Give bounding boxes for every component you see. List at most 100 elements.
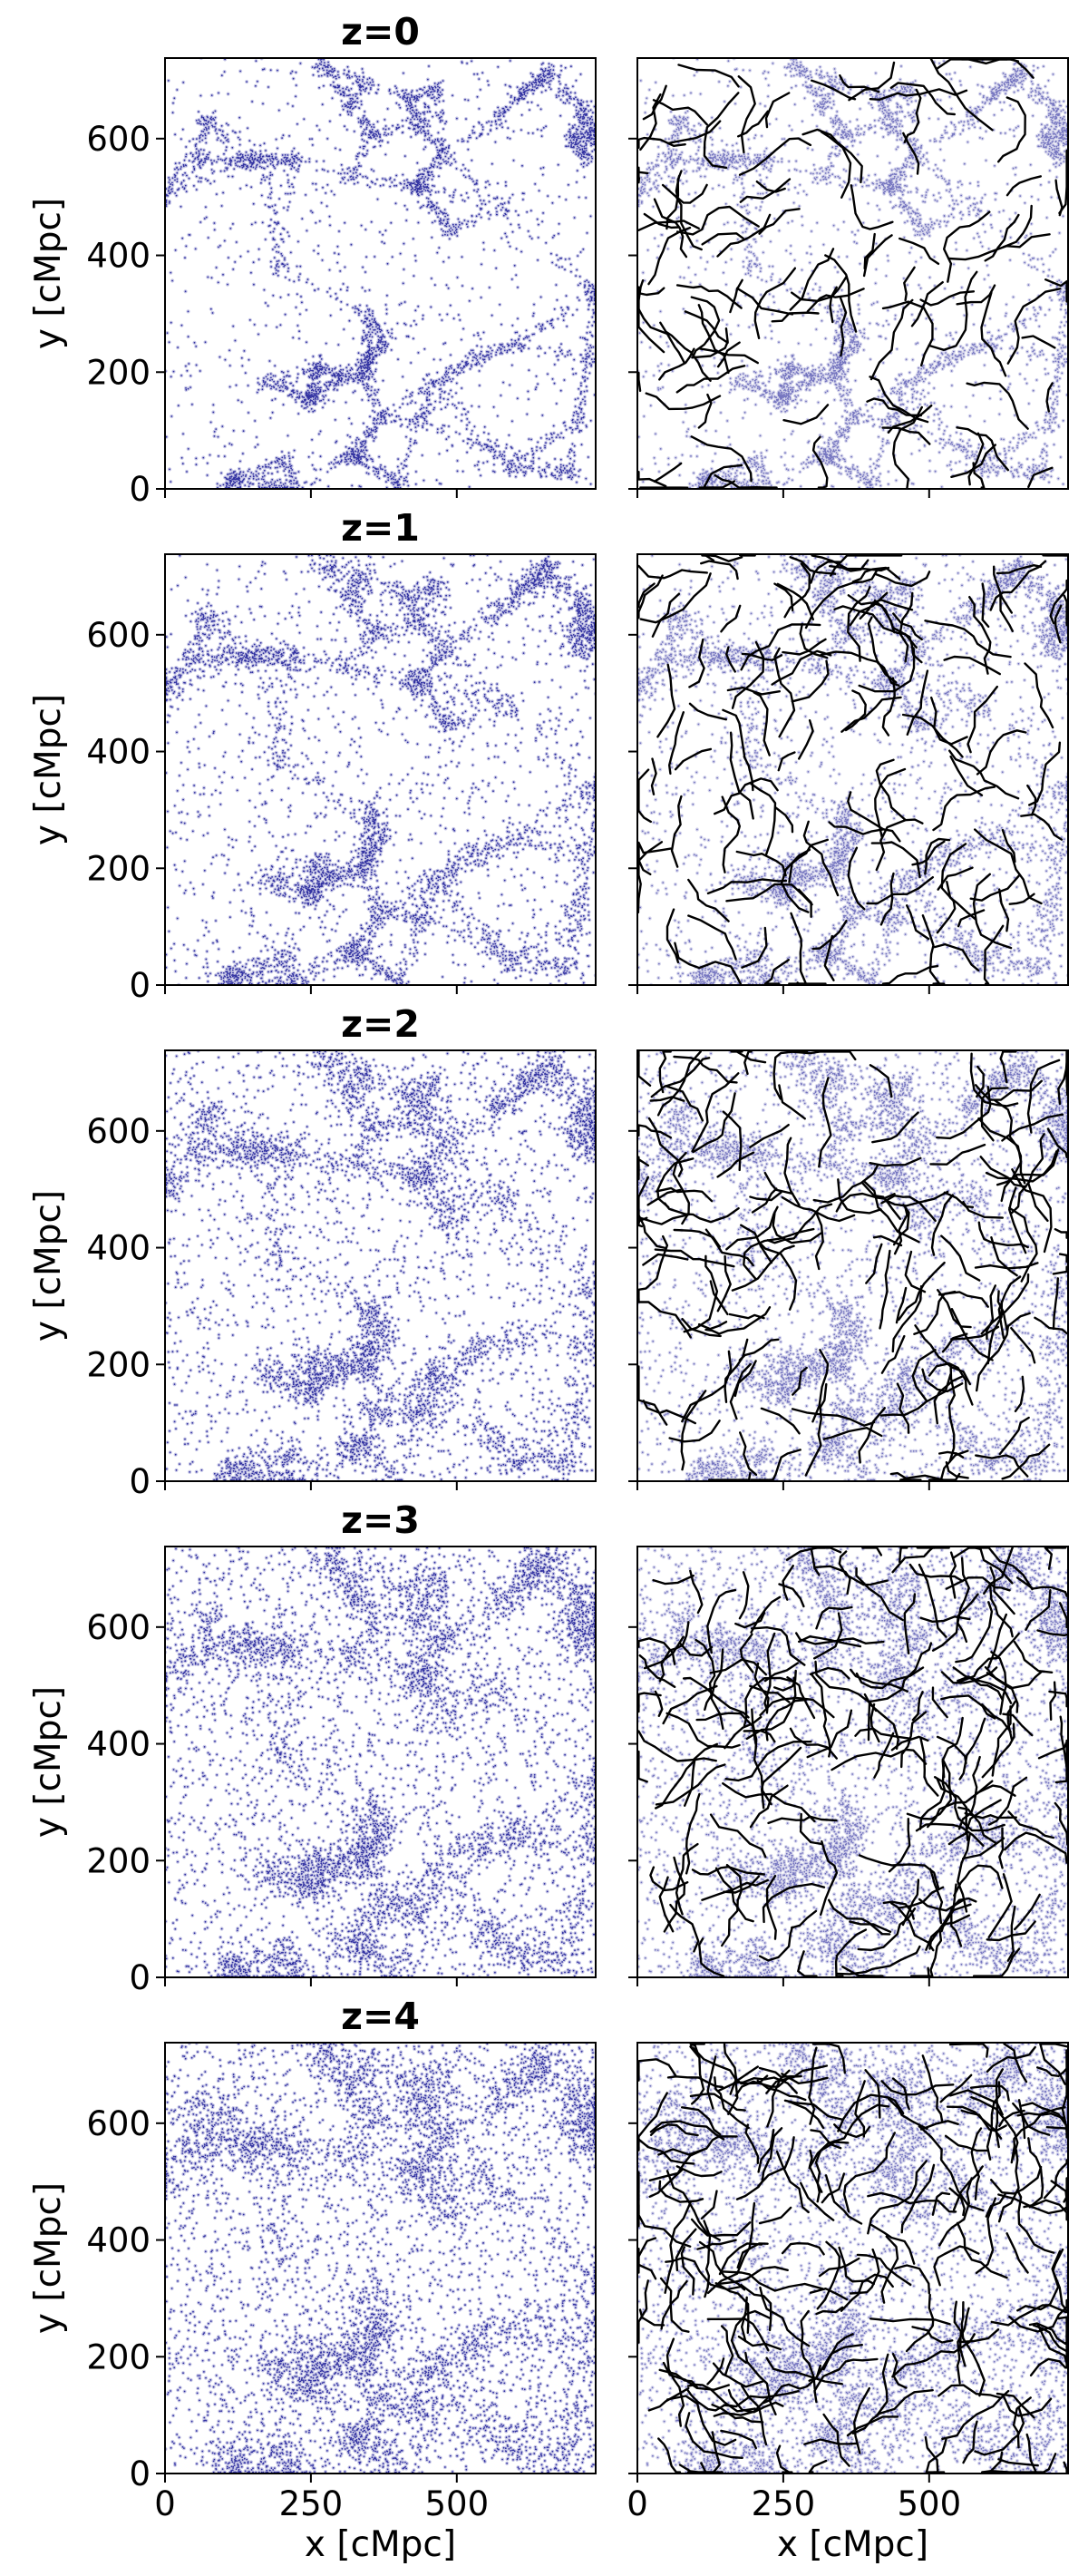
filament-line	[1009, 1188, 1025, 1254]
y-tick-label: 0	[129, 1462, 151, 1501]
filament-line	[880, 1251, 890, 1328]
filament-line	[900, 1479, 920, 1480]
filament-line	[638, 1299, 690, 1338]
x-tick-label: 0	[627, 2484, 648, 2523]
filament-panel	[628, 1547, 1068, 1986]
filament-line	[962, 59, 1018, 61]
panel-title: z=2	[341, 1002, 420, 1046]
filament-line	[643, 1254, 687, 1265]
filament-line	[638, 566, 706, 578]
filament-line	[899, 239, 938, 264]
x-axis-label: x [cMpc]	[305, 2524, 456, 2565]
filament-line	[1023, 337, 1055, 348]
filament-line	[775, 807, 792, 832]
y-tick-label: 400	[86, 733, 151, 772]
panel-title: z=3	[341, 1498, 420, 1542]
filament-line	[982, 293, 1006, 376]
filament-line	[883, 302, 933, 366]
y-tick-label: 200	[86, 353, 151, 392]
filament-line	[711, 555, 743, 561]
y-axis-label: y [cMpc]	[28, 1190, 69, 1342]
filament-line	[939, 1292, 988, 1306]
y-tick-label: 0	[129, 966, 151, 1005]
filament-panel	[628, 554, 1068, 994]
y-tick-label: 200	[86, 849, 151, 888]
y-tick-label: 200	[86, 1841, 151, 1880]
x-tick-label: 250	[752, 2484, 816, 2523]
y-tick-label: 0	[129, 2454, 151, 2493]
filament-line	[721, 606, 740, 631]
filament-line	[870, 2318, 949, 2324]
filament-line	[866, 1244, 881, 1283]
filament-line	[777, 2446, 792, 2473]
filament-line	[821, 132, 850, 197]
filament-line	[977, 1786, 1015, 1796]
filament-line	[688, 880, 728, 922]
x-tick-label: 500	[425, 2484, 490, 2523]
filament-line	[950, 1553, 956, 1598]
y-axis-label: y [cMpc]	[28, 2182, 69, 2334]
filament-line	[751, 784, 775, 855]
y-axis-label: y [cMpc]	[28, 1686, 69, 1838]
filament-line	[751, 1786, 788, 1828]
filament-line	[941, 1695, 995, 1718]
filament-line	[1060, 1254, 1067, 1263]
particle-panel: 0 200 400 600	[86, 554, 596, 1005]
filament-line	[907, 2295, 933, 2351]
particle-points-halo	[165, 1547, 596, 1977]
y-tick-label: 400	[86, 2221, 151, 2260]
y-axis-label: y [cMpc]	[28, 694, 69, 845]
filament-line	[766, 93, 789, 128]
y-tick-label: 400	[86, 1229, 151, 1268]
filament-line	[638, 584, 654, 608]
filament-line	[638, 168, 639, 182]
filament-line	[702, 555, 714, 561]
particle-points-halo	[166, 1050, 596, 1480]
panel-title: z=4	[341, 1995, 420, 2038]
y-tick-label: 0	[129, 470, 151, 509]
filament-panel	[628, 1050, 1068, 1490]
y-tick-label: 200	[86, 1345, 151, 1384]
particle-points-halo	[166, 58, 596, 488]
y-tick-label: 0	[129, 1958, 151, 1997]
filament-line	[904, 268, 914, 300]
filament-line	[638, 770, 650, 822]
filament-line	[638, 472, 665, 486]
y-tick-label: 400	[86, 1725, 151, 1764]
filament-line	[777, 2152, 809, 2212]
x-tick-label: 500	[898, 2484, 962, 2523]
filament-line	[1055, 1229, 1067, 1238]
filament-line	[784, 405, 829, 424]
filament-line	[789, 982, 825, 983]
panel-title: z=0	[341, 10, 420, 54]
filament-line	[1051, 1683, 1055, 1720]
filament-line	[682, 2247, 694, 2294]
x-tick-label: 250	[279, 2484, 344, 2523]
y-tick-label: 600	[86, 1608, 151, 1647]
filament-line	[877, 820, 923, 870]
y-tick-label: 200	[86, 2337, 151, 2376]
filament-line	[792, 913, 806, 984]
particle-panel: 0 200 400 600	[86, 1050, 596, 1501]
filament-line	[638, 373, 640, 391]
y-tick-label: 600	[86, 616, 151, 655]
y-tick-label: 600	[86, 120, 151, 159]
y-tick-label: 600	[86, 1112, 151, 1151]
filament-line	[772, 313, 819, 322]
filament-line	[675, 749, 711, 769]
y-axis-label: y [cMpc]	[28, 198, 69, 349]
filament-line	[657, 665, 675, 737]
filament-line	[932, 1195, 953, 1255]
filament-line	[862, 1547, 881, 1555]
filament-line	[685, 1256, 717, 1332]
filament-line	[721, 2431, 755, 2448]
y-tick-label: 600	[86, 2104, 151, 2143]
filament-line	[638, 288, 664, 295]
filament-panel	[628, 58, 1068, 498]
filament-line	[1028, 1183, 1047, 1221]
filament-line	[737, 288, 792, 315]
filament-line	[699, 305, 729, 373]
